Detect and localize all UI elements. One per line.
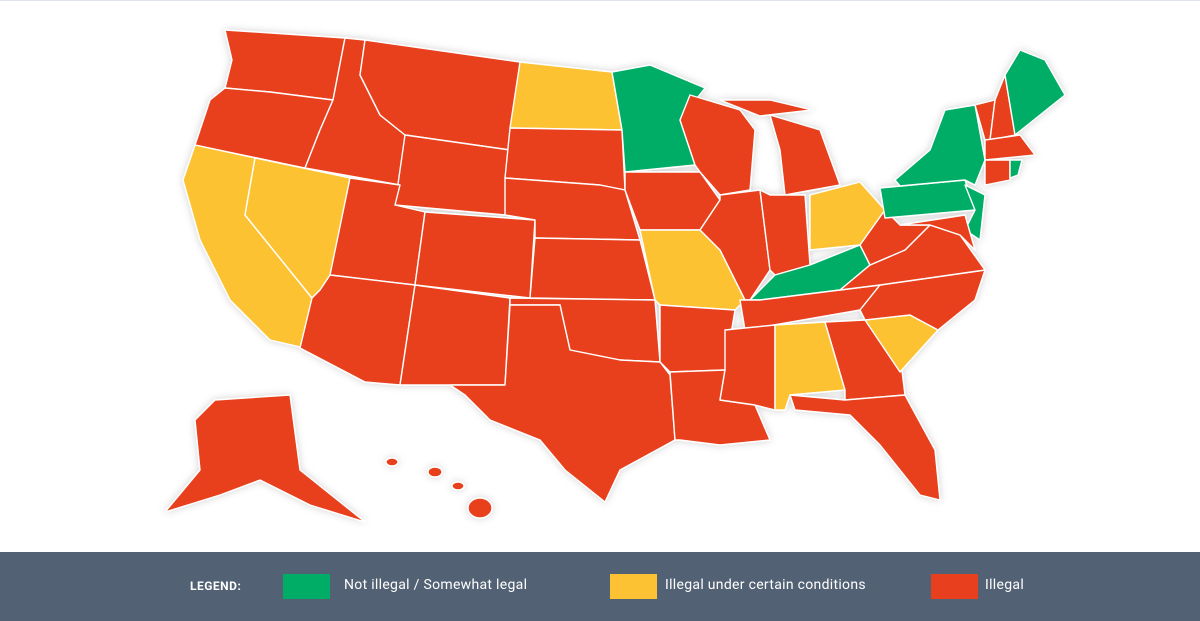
state [899, 214, 976, 251]
state [719, 99, 813, 117]
legend-swatch [283, 574, 330, 599]
legend-label: Illegal [985, 577, 1025, 593]
state [789, 394, 941, 501]
state [427, 466, 443, 478]
state [984, 159, 1011, 186]
state [399, 284, 511, 386]
state [394, 134, 511, 216]
state [385, 457, 399, 467]
legend-title: LEGEND: [190, 579, 242, 593]
legend-swatch [931, 574, 978, 599]
states [164, 29, 1066, 523]
legend-label: Not illegal / Somewhat legal [344, 577, 528, 593]
state [451, 481, 465, 491]
legend-label: Illegal under certain conditions [665, 577, 866, 593]
state [1009, 159, 1023, 179]
state [529, 237, 656, 301]
state [659, 304, 736, 373]
state [984, 134, 1036, 161]
state [1004, 49, 1066, 136]
top-border [0, 0, 1200, 1]
state [414, 211, 536, 299]
state [449, 304, 676, 503]
state [894, 104, 986, 187]
state [509, 61, 623, 131]
state [719, 324, 776, 411]
state [964, 184, 986, 241]
state [164, 394, 366, 523]
state [769, 114, 841, 196]
legend-bar: LEGEND: Not illegal / Somewhat legal Ill… [0, 552, 1200, 621]
legend-swatch [610, 574, 657, 599]
state [467, 497, 493, 519]
us-map [164, 29, 1066, 523]
state [879, 179, 976, 219]
